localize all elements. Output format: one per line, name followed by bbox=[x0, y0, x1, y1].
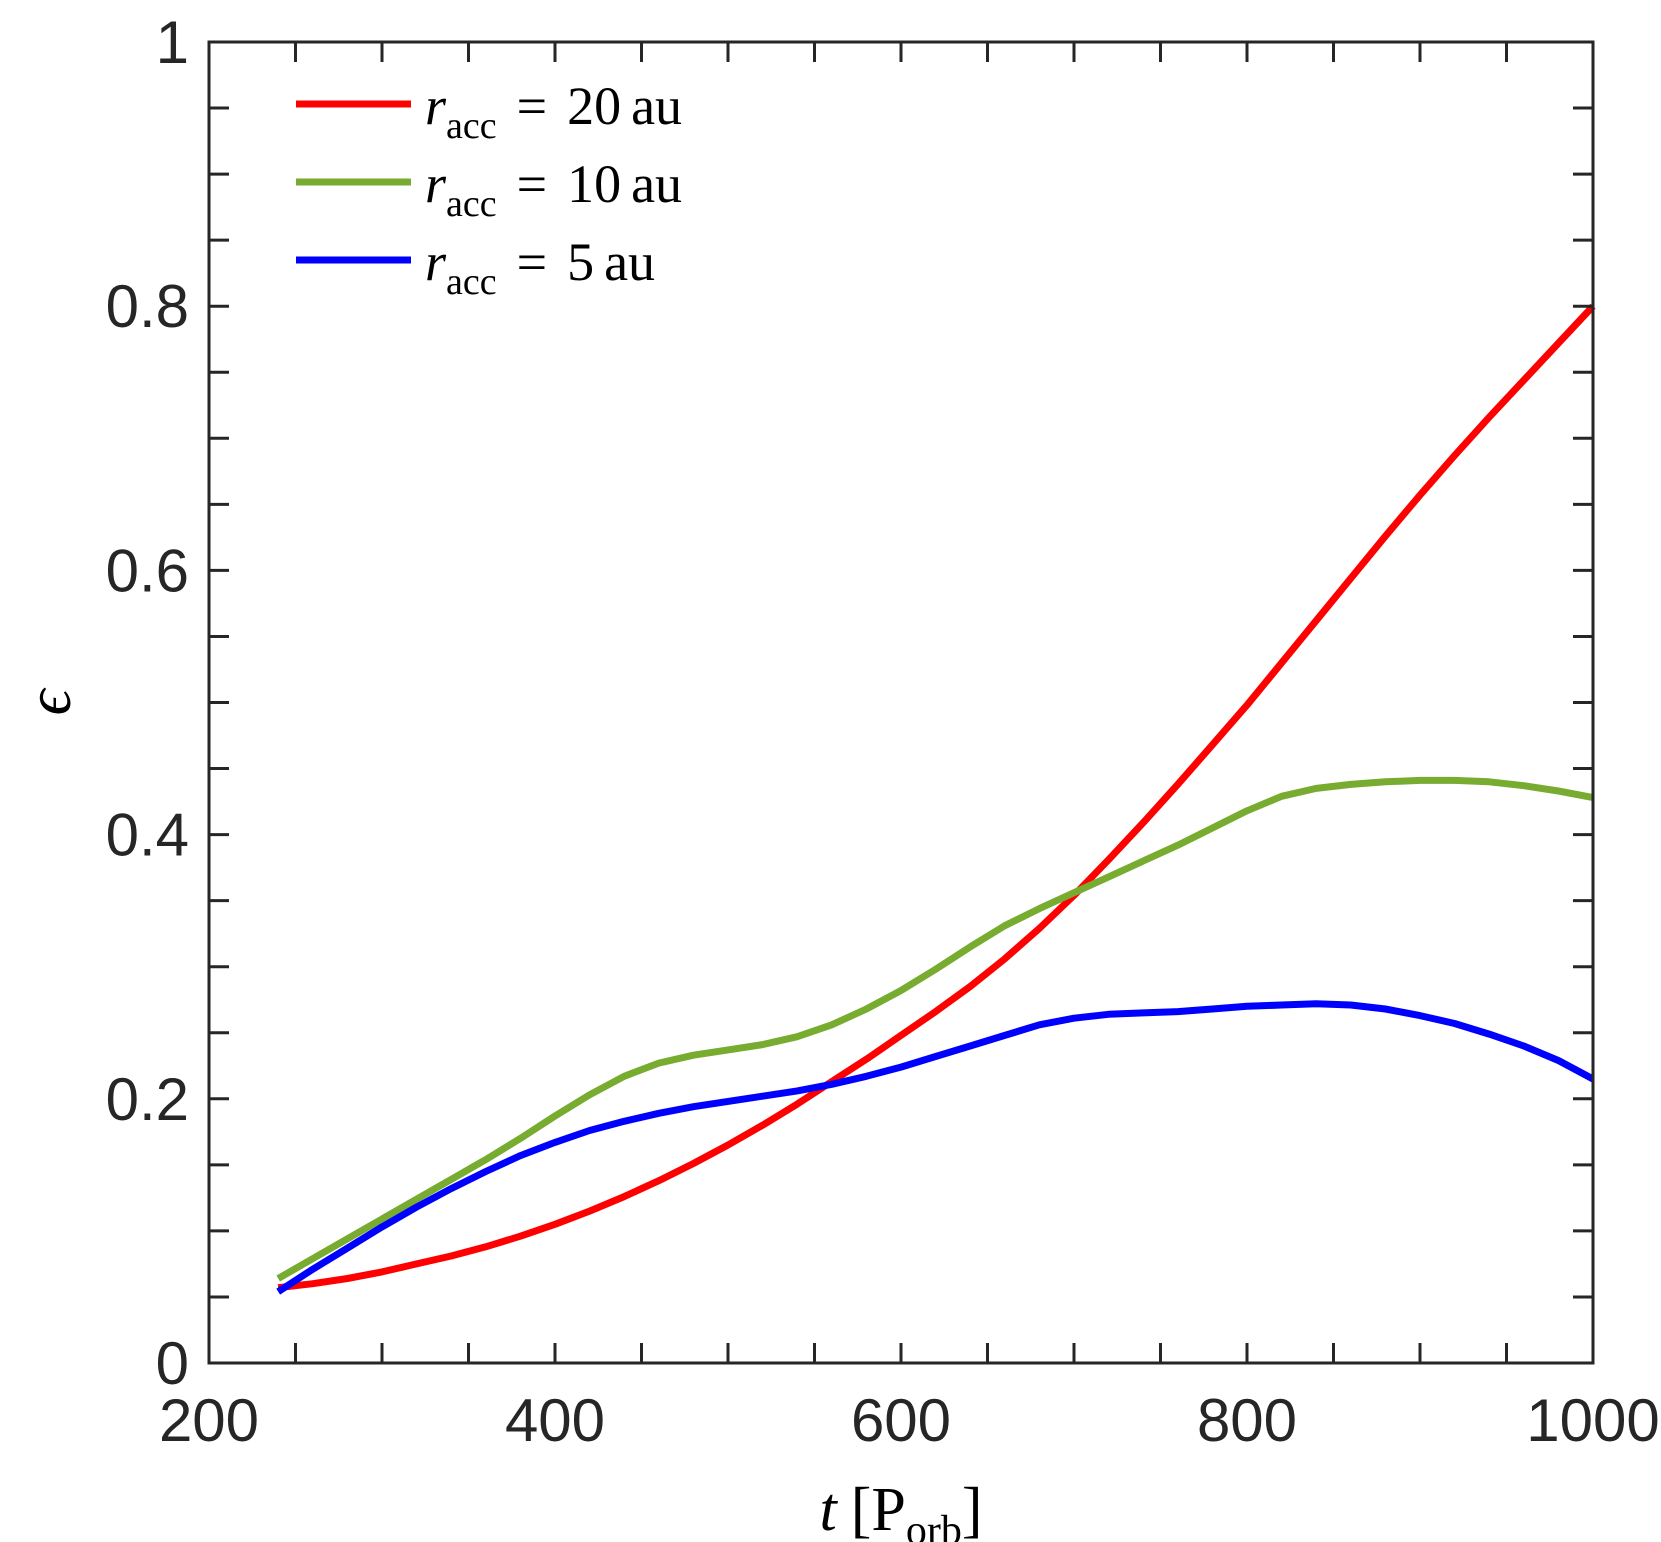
legend-label: racc = 20 au bbox=[425, 76, 682, 147]
x-tick-label: 800 bbox=[1197, 1387, 1297, 1454]
y-tick-label: 0.4 bbox=[106, 802, 189, 869]
y-tick-label: 0 bbox=[156, 1330, 189, 1397]
x-tick-label: 400 bbox=[505, 1387, 605, 1454]
y-tick-label: 0.6 bbox=[106, 537, 189, 604]
axes-box bbox=[207, 40, 1595, 1365]
tick-labels-layer: 200 400 600 800 1000 0 0.2 0.4 0.6 0.8 1 bbox=[106, 9, 1660, 1454]
axis-labels: t [Porb] ϵ bbox=[13, 687, 983, 1542]
legend-label: racc = 10 au bbox=[425, 154, 682, 225]
legend-entry-1: racc = 20 au bbox=[296, 76, 682, 147]
legend-label: racc = 5 au bbox=[425, 232, 655, 303]
y-axis-label: ϵ bbox=[13, 687, 84, 715]
y-tick-label: 0.8 bbox=[106, 273, 189, 340]
legend-entry-3: racc = 5 au bbox=[296, 232, 655, 303]
x-axis-label: t [Porb] bbox=[819, 1476, 982, 1542]
ticks-layer bbox=[209, 42, 1593, 1363]
legend-entry-2: racc = 10 au bbox=[296, 154, 682, 225]
y-tick-label: 0.2 bbox=[106, 1066, 189, 1133]
x-tick-label: 600 bbox=[851, 1387, 951, 1454]
series-line-1 bbox=[277, 303, 1596, 1292]
series-layer bbox=[276, 303, 1596, 1295]
x-tick-label: 1000 bbox=[1526, 1387, 1659, 1454]
y-tick-label: 1 bbox=[156, 9, 189, 76]
series-line-3 bbox=[276, 1000, 1595, 1295]
x-tick-label: 200 bbox=[159, 1387, 259, 1454]
series-line-2 bbox=[276, 776, 1594, 1282]
